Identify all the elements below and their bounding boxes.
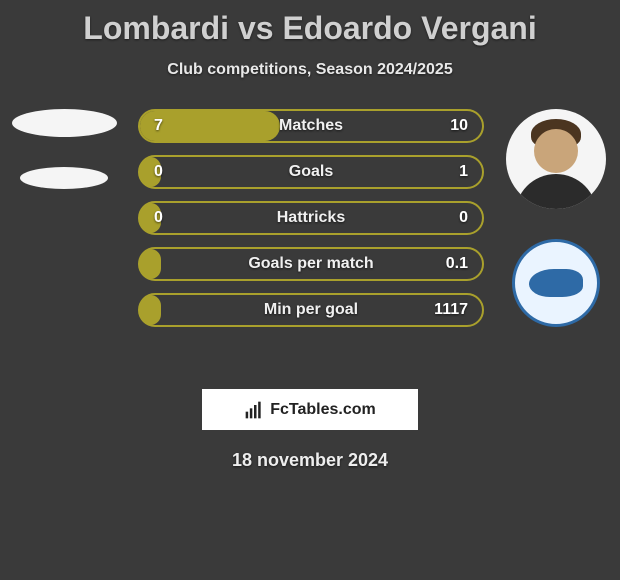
subtitle: Club competitions, Season 2024/2025 xyxy=(0,61,620,79)
stat-label: Goals per match xyxy=(140,255,482,273)
left-player-placeholder xyxy=(12,109,117,137)
stat-bars: 7Matches100Goals10Hattricks0Goals per ma… xyxy=(138,109,484,327)
stat-row: 0Hattricks0 xyxy=(138,201,484,235)
stat-right-value: 0 xyxy=(459,209,468,227)
stat-row: Min per goal1117 xyxy=(138,293,484,327)
left-club-placeholder xyxy=(20,167,108,189)
left-player-column xyxy=(8,109,120,189)
chart-icon xyxy=(244,400,264,420)
stat-right-value: 1117 xyxy=(434,301,468,319)
stat-right-value: 0.1 xyxy=(446,255,468,273)
brand-box: FcTables.com xyxy=(202,389,418,430)
right-club-badge xyxy=(512,239,600,327)
brand-text: FcTables.com xyxy=(270,401,376,419)
stat-row: 0Goals1 xyxy=(138,155,484,189)
stat-right-value: 10 xyxy=(450,117,468,135)
stat-label: Matches xyxy=(140,117,482,135)
stat-label: Goals xyxy=(140,163,482,181)
stat-label: Min per goal xyxy=(140,301,482,319)
right-player-column xyxy=(500,109,612,327)
date-text: 18 november 2024 xyxy=(0,450,620,471)
dolphin-icon xyxy=(529,269,583,297)
page-title: Lombardi vs Edoardo Vergani xyxy=(0,0,620,47)
stat-label: Hattricks xyxy=(140,209,482,227)
comparison-panel: 7Matches100Goals10Hattricks0Goals per ma… xyxy=(0,109,620,369)
right-player-avatar xyxy=(506,109,606,209)
stat-row: Goals per match0.1 xyxy=(138,247,484,281)
avatar-head xyxy=(534,129,578,173)
avatar-shoulders xyxy=(515,174,597,209)
stat-right-value: 1 xyxy=(459,163,468,181)
stat-row: 7Matches10 xyxy=(138,109,484,143)
